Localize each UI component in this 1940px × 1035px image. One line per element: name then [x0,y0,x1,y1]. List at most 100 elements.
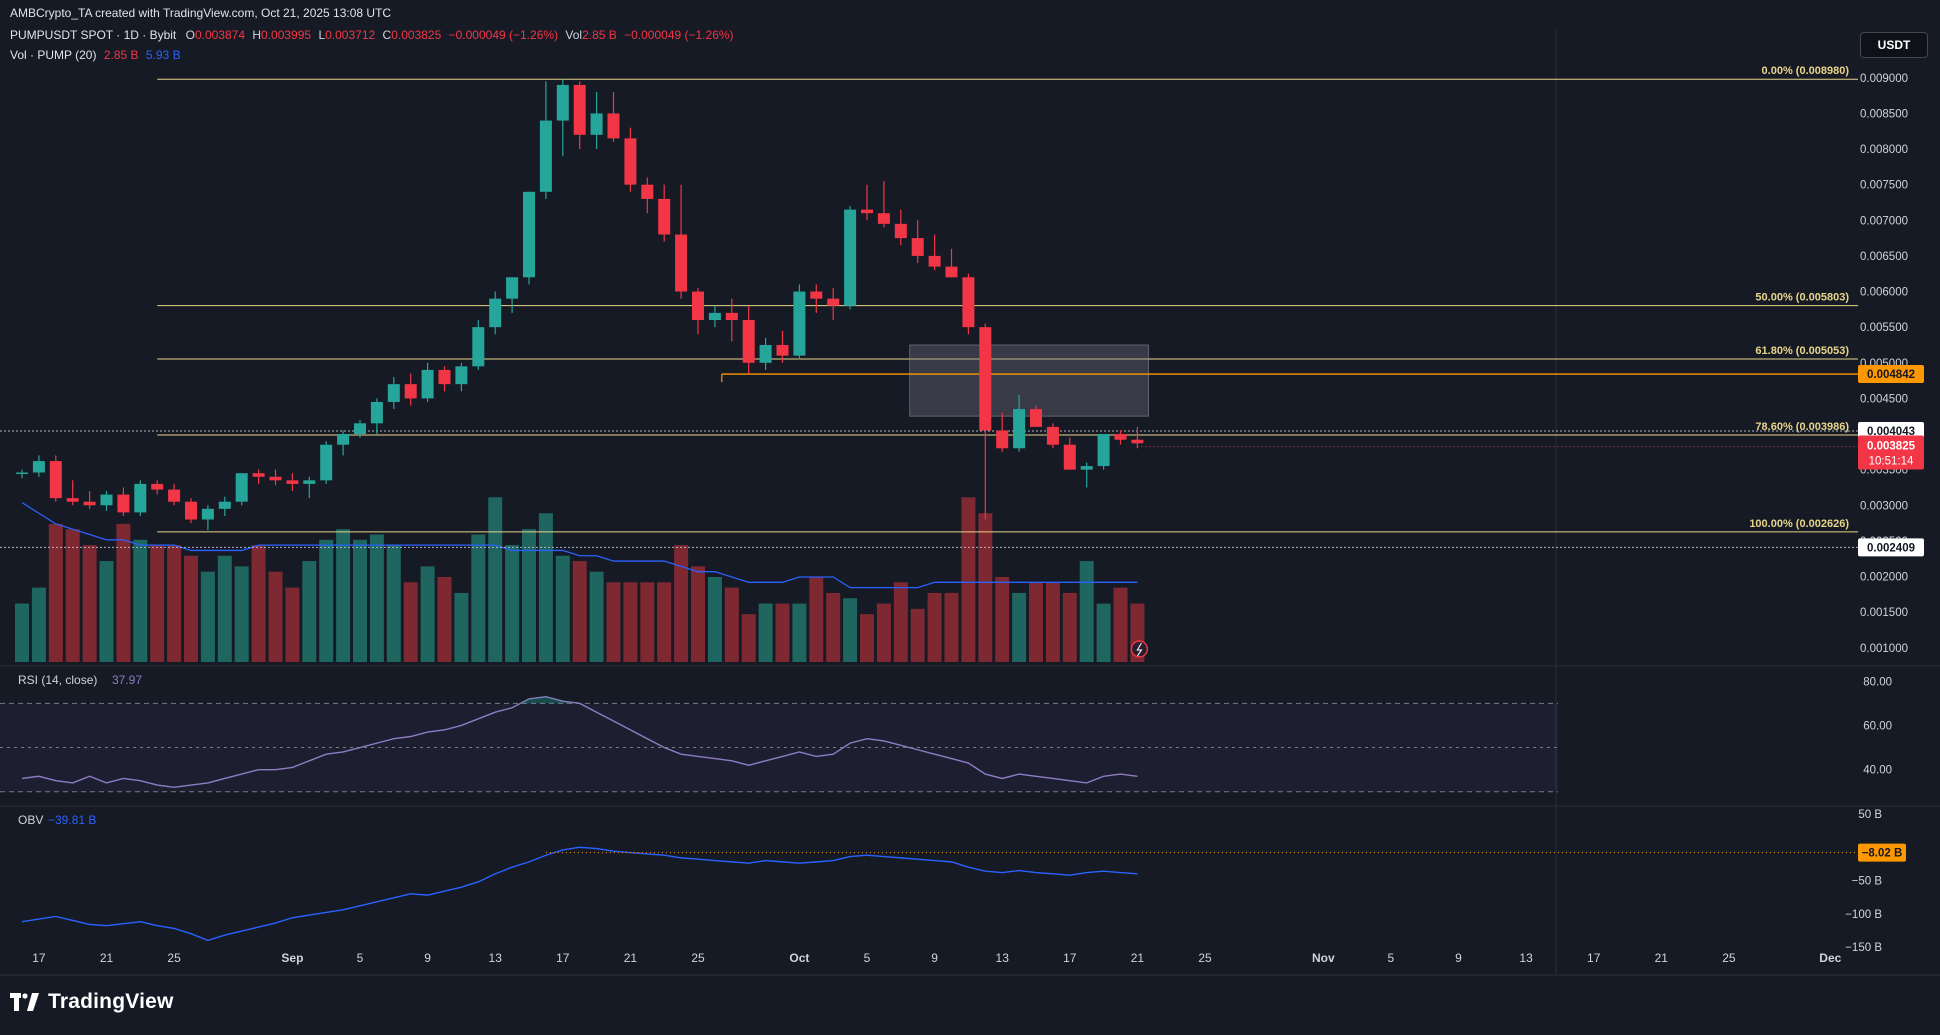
candle-body [303,480,316,484]
volume-bar [741,614,756,662]
candle-body [134,483,147,513]
candle-body [894,223,907,239]
attribution: AMBCrypto_TA created with TradingView.co… [10,6,392,20]
fib-level-label: 50.00% (0.005803) [1755,292,1849,304]
volume-bar [1012,592,1027,662]
time-tick-label: 9 [1455,951,1462,965]
candle-body [658,198,671,235]
price-tag-support: 0.002409 [1867,542,1915,554]
volume-bar [336,529,351,662]
symbol-info-line: PUMPUSDT SPOT · 1D · Bybit O0.003874 H0.… [10,28,734,42]
candle-body [201,508,214,520]
volume-bar [15,603,29,662]
volume-bar [978,513,993,662]
time-tick-label: 25 [1722,951,1736,965]
volume-bar [1045,582,1060,662]
candle-body [320,444,333,481]
volume-bar [150,545,165,662]
volume-bar [893,582,908,662]
candle-body [523,191,535,278]
candle-body [1030,409,1042,427]
candle-body [759,344,772,363]
price-tick-label: 0.008000 [1860,144,1908,156]
ohlc-change: −0.000049 (−1.26%) [448,28,559,42]
candle-body [404,384,417,399]
obv-tick-label: −150 B [1845,942,1882,954]
volume-bar [910,608,925,662]
price-tick-label: 0.008500 [1860,108,1908,120]
supply-zone-box [909,344,1150,417]
tradingview-logo[interactable]: TradingView [10,990,174,1014]
volume-bar [927,592,942,662]
volume-bar [860,614,874,662]
ohlc-open-label: O [185,28,195,42]
last-price-label: 0.003825 [1867,440,1916,452]
volume-bar [353,539,367,662]
price-tick-label: 0.007000 [1860,215,1908,227]
candle-body [928,255,941,267]
volume-bar [724,587,739,662]
symbol-name[interactable]: PUMPUSDT SPOT · 1D · Bybit [10,28,177,42]
price-tick-label: 0.004500 [1860,393,1908,405]
candle-body [1063,444,1076,470]
volume-bar [758,603,773,662]
volume-bar [99,561,114,662]
volume-legend[interactable]: Vol · PUMP (20) 2.85 B 5.93 B [10,48,181,62]
volume-bar [116,523,131,662]
volume-bar [572,561,587,662]
currency-button[interactable]: USDT [1860,32,1928,58]
volume-bar [31,587,46,662]
ohlc-high: 0.003995 [261,28,312,42]
obv-tick-label: −50 B [1852,876,1883,888]
rsi-current-value: 37.97 [112,673,142,687]
candle-body [151,483,164,490]
time-tick-label: Oct [789,951,809,965]
volume-bar [488,497,503,662]
candle-body [861,209,873,214]
volume-bar [217,555,232,662]
volume-label: Vol · PUMP (20) [10,48,97,62]
obv-tick-label: 50 B [1858,809,1882,821]
time-tick-label: 21 [624,951,638,965]
volume-bar [707,577,722,662]
volume-bar [505,545,520,662]
volume-bar [369,534,384,662]
time-tick-label: 21 [1655,951,1669,965]
time-tick-label: 5 [864,951,871,965]
obv-current-value: −39.81 B [48,813,96,827]
volume-bar [674,545,689,662]
volume-bar [471,534,486,662]
rsi-overbought-fill [520,696,572,704]
last-price-tag-bg [1858,435,1924,470]
volume-bar [65,529,80,662]
time-tick-label: 5 [357,951,364,965]
volume-bar [133,539,148,662]
volume-bar [826,592,841,662]
volume-ma-value: 5.93 B [145,48,181,62]
ohlc-low-label: L [318,28,326,42]
volume-bar [285,587,300,662]
candle-body [692,291,704,321]
candle-body [1046,426,1059,445]
candle-body [168,489,181,502]
candle-body [1131,439,1144,444]
time-tick-label: 9 [424,951,431,965]
volume-bar [606,582,621,662]
ohlc-close-label: C [382,28,392,42]
volume-bar [437,577,452,662]
candle-body [1013,409,1026,449]
candle-body [539,120,552,192]
volume-bar [538,513,553,662]
candle-body [370,401,383,424]
time-tick-label: 9 [931,951,938,965]
volume-bar [251,545,266,662]
volume-bar [522,529,536,662]
time-tick-label: 25 [691,951,705,965]
candle-body [945,266,958,278]
volume-bar [640,582,655,662]
volume-bar [184,555,198,662]
price-tag-orange-bg [1858,365,1924,384]
volume-bar [792,603,807,662]
candle-body [455,366,468,385]
